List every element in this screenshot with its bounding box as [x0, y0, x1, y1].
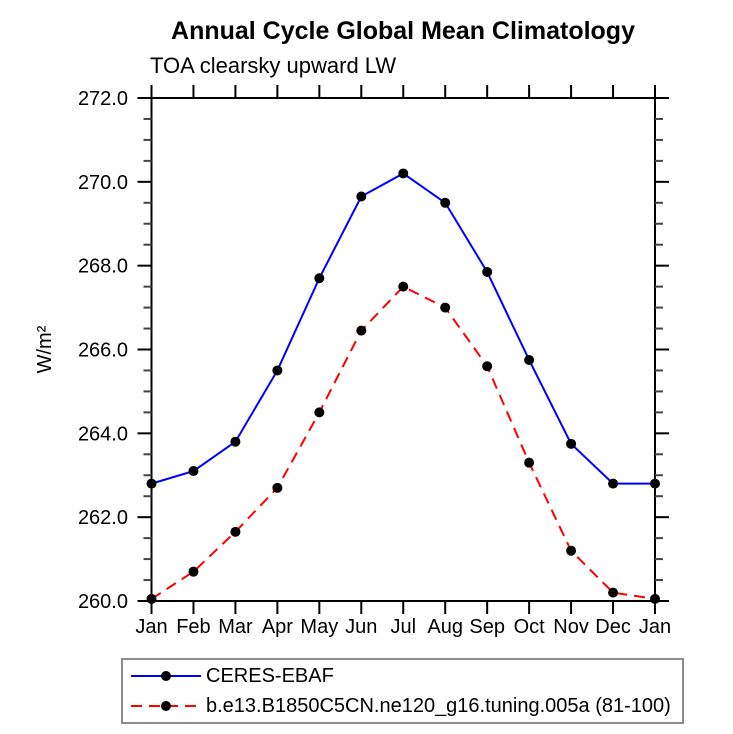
- series-line-0: [151, 172, 655, 485]
- x-tick-label: Sep: [469, 616, 505, 638]
- x-tick-label: Jun: [345, 616, 377, 638]
- legend-line-sample: [131, 701, 201, 711]
- legend-box: CERES-EBAF b.e13.B1850C5CN.ne120_g16.tuni…: [121, 658, 684, 724]
- data-point-marker: [524, 457, 535, 468]
- data-point-marker: [356, 191, 367, 202]
- chart-title: Annual Cycle Global Mean Climatology: [171, 17, 635, 45]
- data-point-marker: [314, 273, 325, 284]
- x-tick-label: Mar: [218, 616, 253, 638]
- y-tick-label: 262.0: [78, 507, 128, 529]
- y-tick-label: 266.0: [78, 340, 128, 362]
- legend-marker: [161, 671, 171, 681]
- y-tick-label: 268.0: [78, 256, 128, 278]
- data-point-marker: [146, 593, 157, 604]
- legend-line-sample: [131, 671, 201, 681]
- data-point-marker: [230, 436, 241, 447]
- x-tick-label: Jul: [390, 616, 416, 638]
- data-point-marker: [356, 325, 367, 336]
- legend-item: b.e13.B1850C5CN.ne120_g16.tuning.005a (8…: [127, 691, 682, 721]
- y-tick-label: 272.0: [78, 88, 128, 110]
- y-axis-label: W/m²: [34, 325, 56, 373]
- data-point-marker: [272, 482, 283, 493]
- legend-item: CERES-EBAF: [127, 661, 682, 691]
- data-point-marker: [440, 197, 451, 208]
- x-tick-label: Nov: [553, 616, 589, 638]
- legend-label: CERES-EBAF: [206, 665, 334, 687]
- plot-area: 260.0 262.0 264.0 266.0 268.0 270.0 272.0 Jan Fe…: [78, 85, 671, 638]
- chart-subtitle: TOA clearsky upward LW: [150, 53, 396, 78]
- data-point-marker: [188, 566, 199, 577]
- legend-marker: [161, 701, 171, 711]
- data-point-marker: [230, 526, 241, 537]
- data-point-marker: [440, 302, 451, 313]
- data-point-marker: [524, 354, 535, 365]
- data-point-marker: [188, 466, 199, 477]
- data-point-marker: [482, 266, 493, 277]
- series-1: [146, 281, 660, 604]
- series-line-1: [150, 285, 656, 600]
- x-tick-label: Jan: [639, 616, 671, 638]
- y-minor-ticks: [143, 117, 663, 582]
- data-point-marker: [314, 407, 325, 418]
- data-point-marker: [398, 281, 409, 292]
- legend-label: b.e13.B1850C5CN.ne120_g16.tuning.005a (8…: [206, 695, 671, 717]
- y-tick-label: 260.0: [78, 591, 128, 613]
- x-tick-label: Jan: [135, 616, 167, 638]
- y-tick-label: 264.0: [78, 423, 128, 445]
- data-point-marker: [608, 478, 619, 489]
- data-point-marker: [650, 593, 660, 604]
- x-tick-label: Aug: [427, 616, 463, 638]
- x-tick-label: Oct: [514, 616, 546, 638]
- data-point-marker: [608, 587, 619, 598]
- data-point-marker: [650, 478, 660, 489]
- x-tick-label: Apr: [262, 616, 293, 638]
- x-tick-label: Feb: [176, 616, 210, 638]
- data-point-marker: [398, 168, 409, 179]
- series-0: [146, 168, 660, 489]
- data-point-marker: [566, 438, 577, 449]
- data-point-marker: [146, 478, 157, 489]
- y-tick-label: 270.0: [78, 172, 128, 194]
- y-ticks: 260.0 262.0 264.0 266.0 268.0 270.0 272.0: [78, 88, 669, 613]
- x-tick-label: Dec: [595, 616, 631, 638]
- x-ticks: Jan Feb Mar Apr May Jun Jul Aug Sep Oct Nov Dec Jan: [135, 85, 671, 638]
- x-tick-label: May: [300, 616, 338, 638]
- data-point-marker: [272, 365, 283, 376]
- data-point-marker: [482, 361, 493, 372]
- data-point-marker: [566, 545, 577, 556]
